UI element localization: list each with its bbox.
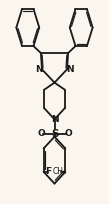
Text: CH₃: CH₃ [52, 167, 66, 176]
Text: N: N [51, 115, 58, 124]
Text: O: O [64, 129, 72, 138]
Text: N: N [66, 65, 74, 74]
Text: F: F [45, 167, 52, 176]
Text: O: O [37, 129, 45, 138]
Text: N: N [35, 65, 43, 74]
Text: S: S [51, 129, 58, 139]
